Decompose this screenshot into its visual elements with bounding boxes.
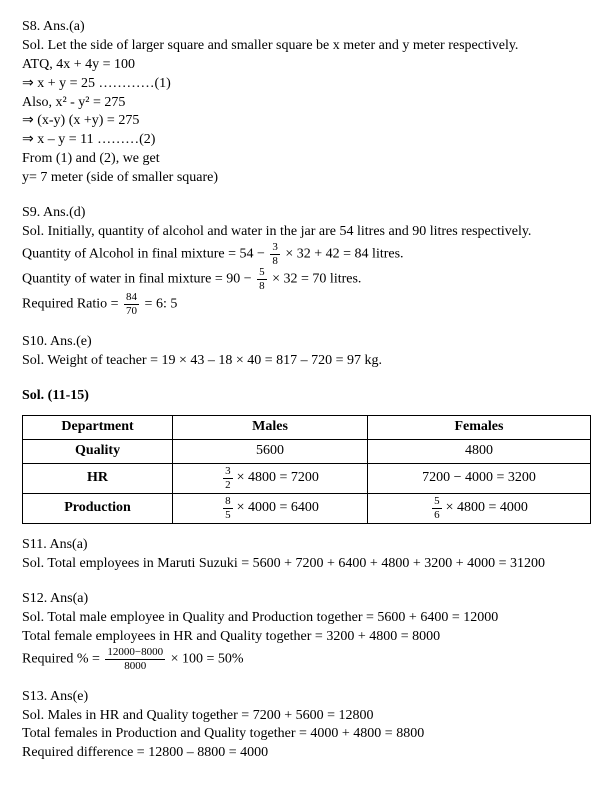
cell-prod-m: 85 × 4000 = 6400 xyxy=(173,494,368,524)
s9-l3: Quantity of water in final mixture = 90 … xyxy=(22,267,591,292)
th-dept: Department xyxy=(23,416,173,440)
cell-quality-m: 5600 xyxy=(173,440,368,464)
s10-l1: Sol. Weight of teacher = 19 × 43 – 18 × … xyxy=(22,352,591,371)
prod-f-rest: × 4800 = 4000 xyxy=(446,499,528,518)
hr-m-frac: 32 xyxy=(223,466,233,491)
s8-l6: ⇒ x – y = 11 ………(2) xyxy=(22,131,591,150)
s9-l2a: Quantity of Alcohol in final mixture = 5… xyxy=(22,247,265,262)
s8-l7: From (1) and (2), we get xyxy=(22,150,591,169)
hr-m-rest: × 4800 = 7200 xyxy=(237,469,319,488)
table-row: Quality 5600 4800 xyxy=(23,440,591,464)
cell-hr-f: 7200 − 4000 = 3200 xyxy=(367,464,590,494)
s8-l2: ATQ, 4x + 4y = 100 xyxy=(22,56,591,75)
s9-l4: Required Ratio = 8470 = 6: 5 xyxy=(22,292,591,317)
cell-prod-f: 56 × 4800 = 4000 xyxy=(367,494,590,524)
s8-l8: y= 7 meter (side of smaller square) xyxy=(22,169,591,188)
s9-block: S9. Ans.(d) Sol. Initially, quantity of … xyxy=(22,204,591,317)
th-females: Females xyxy=(367,416,590,440)
th-males: Males xyxy=(173,416,368,440)
s9-l4a: Required Ratio = xyxy=(22,297,119,312)
table-row: HR 32 × 4800 = 7200 7200 − 4000 = 3200 xyxy=(23,464,591,494)
s8-l3: ⇒ x + y = 25 …………(1) xyxy=(22,75,591,94)
s12-l3: Required % = 12000−80008000 × 100 = 50% xyxy=(22,647,591,672)
s9-l2: Quantity of Alcohol in final mixture = 5… xyxy=(22,242,591,267)
s8-l4: Also, x² - y² = 275 xyxy=(22,94,591,113)
sol-header: Sol. (11-15) xyxy=(22,387,591,406)
s8-block: S8. Ans.(a) Sol. Let the side of larger … xyxy=(22,18,591,188)
s13-l2: Total females in Production and Quality … xyxy=(22,725,591,744)
s13-l1: Sol. Males in HR and Quality together = … xyxy=(22,707,591,726)
s12-l3b: × 100 = 50% xyxy=(171,651,244,666)
dept-table: Department Males Females Quality 5600 48… xyxy=(22,415,591,524)
s11-l1: Sol. Total employees in Maruti Suzuki = … xyxy=(22,555,591,574)
s10-heading: S10. Ans.(e) xyxy=(22,333,591,352)
s12-l2: Total female employees in HR and Quality… xyxy=(22,628,591,647)
s8-l5: ⇒ (x-y) (x +y) = 275 xyxy=(22,112,591,131)
s11-heading: S11. Ans(a) xyxy=(22,536,591,555)
cell-quality-f: 4800 xyxy=(367,440,590,464)
s12-l3a: Required % = xyxy=(22,651,100,666)
s9-l1: Sol. Initially, quantity of alcohol and … xyxy=(22,223,591,242)
prod-m-frac: 85 xyxy=(223,496,233,521)
table-header-row: Department Males Females xyxy=(23,416,591,440)
s9-heading: S9. Ans.(d) xyxy=(22,204,591,223)
s9-l3a: Quantity of water in final mixture = 90 … xyxy=(22,272,252,287)
s9-l3b: × 32 = 70 litres. xyxy=(272,272,361,287)
s9-l2b: × 32 + 42 = 84 litres. xyxy=(285,247,403,262)
s9-l2-frac: 38 xyxy=(270,242,280,267)
prod-m-rest: × 4000 = 6400 xyxy=(237,499,319,518)
s9-l3-frac: 58 xyxy=(257,267,267,292)
prod-f-frac: 56 xyxy=(432,496,442,521)
cell-prod: Production xyxy=(23,494,173,524)
cell-quality: Quality xyxy=(23,440,173,464)
s10-block: S10. Ans.(e) Sol. Weight of teacher = 19… xyxy=(22,333,591,371)
s12-heading: S12. Ans(a) xyxy=(22,590,591,609)
s13-l3: Required difference = 12800 – 8800 = 400… xyxy=(22,744,591,763)
s8-l1: Sol. Let the side of larger square and s… xyxy=(22,37,591,56)
s9-l4-frac: 8470 xyxy=(124,292,139,317)
s11-block: S11. Ans(a) Sol. Total employees in Maru… xyxy=(22,536,591,574)
s12-block: S12. Ans(a) Sol. Total male employee in … xyxy=(22,590,591,672)
s8-heading: S8. Ans.(a) xyxy=(22,18,591,37)
cell-hr: HR xyxy=(23,464,173,494)
s13-heading: S13. Ans(e) xyxy=(22,688,591,707)
table-row: Production 85 × 4000 = 6400 56 × 4800 = … xyxy=(23,494,591,524)
s9-l4b: = 6: 5 xyxy=(145,297,178,312)
s12-l3-frac: 12000−80008000 xyxy=(105,647,165,672)
s13-block: S13. Ans(e) Sol. Males in HR and Quality… xyxy=(22,688,591,764)
s12-l1: Sol. Total male employee in Quality and … xyxy=(22,609,591,628)
cell-hr-m: 32 × 4800 = 7200 xyxy=(173,464,368,494)
